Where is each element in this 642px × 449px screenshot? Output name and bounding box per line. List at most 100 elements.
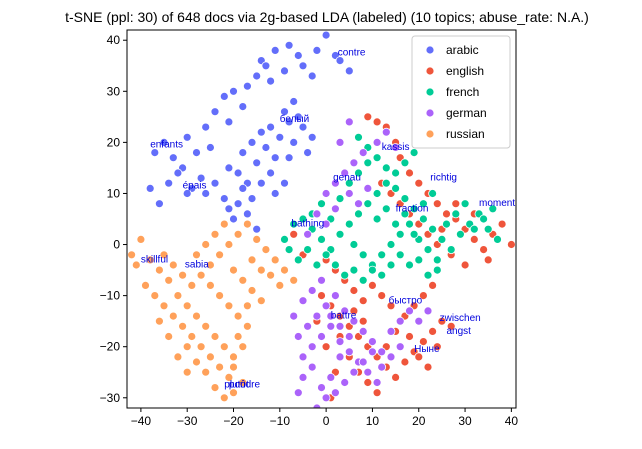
point-german (303, 229, 313, 239)
point-russian (168, 260, 178, 270)
point-arabic (238, 102, 248, 111)
point-russian (173, 352, 183, 362)
point-arabic (229, 86, 238, 96)
point-french (479, 214, 489, 224)
point-english (321, 342, 331, 352)
x-tick-label: −10 (270, 414, 291, 428)
point-english (442, 209, 451, 219)
point-english (423, 362, 433, 372)
point-russian (229, 265, 238, 275)
point-german (330, 204, 340, 214)
point-german (349, 316, 359, 326)
point-russian (205, 280, 215, 290)
point-german (372, 137, 382, 147)
point-english (451, 199, 461, 209)
point-german (335, 352, 345, 362)
point-french (363, 158, 373, 168)
point-russian (187, 332, 197, 341)
point-french (428, 189, 438, 198)
point-german (386, 352, 396, 362)
point-russian (289, 275, 299, 285)
annotation-label: Ныне (414, 344, 440, 355)
point-arabic (247, 137, 257, 147)
point-french (284, 245, 294, 255)
point-french (321, 250, 331, 260)
point-german (330, 388, 340, 398)
point-arabic (192, 148, 201, 158)
series-french (280, 132, 502, 285)
point-arabic (233, 168, 243, 178)
point-french (391, 183, 401, 193)
legend-label: english (446, 64, 484, 78)
point-french (381, 204, 391, 214)
point-russian (215, 362, 225, 372)
point-german (395, 342, 405, 352)
point-russian (247, 286, 257, 295)
point-arabic (210, 107, 220, 117)
point-arabic (270, 46, 280, 55)
point-german (298, 352, 308, 362)
point-arabic (224, 117, 234, 127)
point-arabic (168, 153, 178, 163)
annotation-label: skillful (141, 254, 168, 265)
legend-marker (425, 45, 435, 55)
x-tick-label: 40 (505, 414, 519, 428)
point-german (298, 372, 308, 382)
point-russian (219, 393, 229, 403)
point-french (349, 265, 359, 275)
point-russian (210, 332, 220, 341)
point-russian (196, 342, 206, 352)
point-german (317, 275, 326, 285)
point-russian (201, 321, 211, 331)
point-russian (219, 219, 229, 229)
point-arabic (242, 81, 252, 91)
point-russian (261, 245, 271, 255)
point-german (340, 306, 350, 316)
point-russian (196, 270, 206, 280)
point-russian (210, 229, 220, 239)
annotation-label: bathing (291, 219, 324, 230)
point-french (418, 199, 428, 209)
point-russian (168, 311, 178, 321)
point-french (405, 219, 414, 229)
point-arabic (182, 132, 192, 142)
point-arabic (289, 97, 299, 106)
point-russian (270, 255, 280, 265)
point-russian (256, 265, 266, 275)
point-french (377, 270, 387, 280)
point-arabic (256, 178, 266, 188)
point-german (405, 306, 414, 316)
x-tick-label: 20 (412, 414, 426, 428)
point-arabic (270, 153, 280, 163)
point-english (428, 326, 438, 336)
annotation-label: белый (280, 113, 309, 125)
point-arabic (293, 112, 303, 122)
point-french (451, 209, 461, 219)
point-german (317, 332, 326, 341)
point-english (386, 301, 396, 311)
annotation-label: kassis (382, 142, 410, 153)
point-english (400, 357, 410, 367)
point-french (358, 275, 368, 285)
point-german (293, 388, 303, 398)
point-english (377, 291, 387, 301)
point-german (358, 357, 368, 367)
point-russian (154, 265, 164, 275)
point-french (455, 229, 465, 239)
point-english (414, 352, 424, 362)
point-arabic (219, 92, 229, 101)
chart-title: t-SNE (ppl: 30) of 648 docs via 2g-based… (65, 9, 589, 25)
y-tick-label: −20 (100, 340, 121, 354)
point-german (293, 332, 303, 341)
point-arabic (196, 173, 206, 183)
point-french (381, 163, 391, 173)
point-french (386, 260, 396, 270)
point-french (293, 255, 303, 265)
legend-item-russian: russian (425, 127, 485, 141)
legend-marker (425, 66, 435, 76)
legend-label: russian (446, 127, 485, 141)
point-arabic (164, 178, 174, 188)
point-russian (242, 219, 252, 229)
point-german (367, 337, 377, 347)
point-german (335, 137, 345, 147)
